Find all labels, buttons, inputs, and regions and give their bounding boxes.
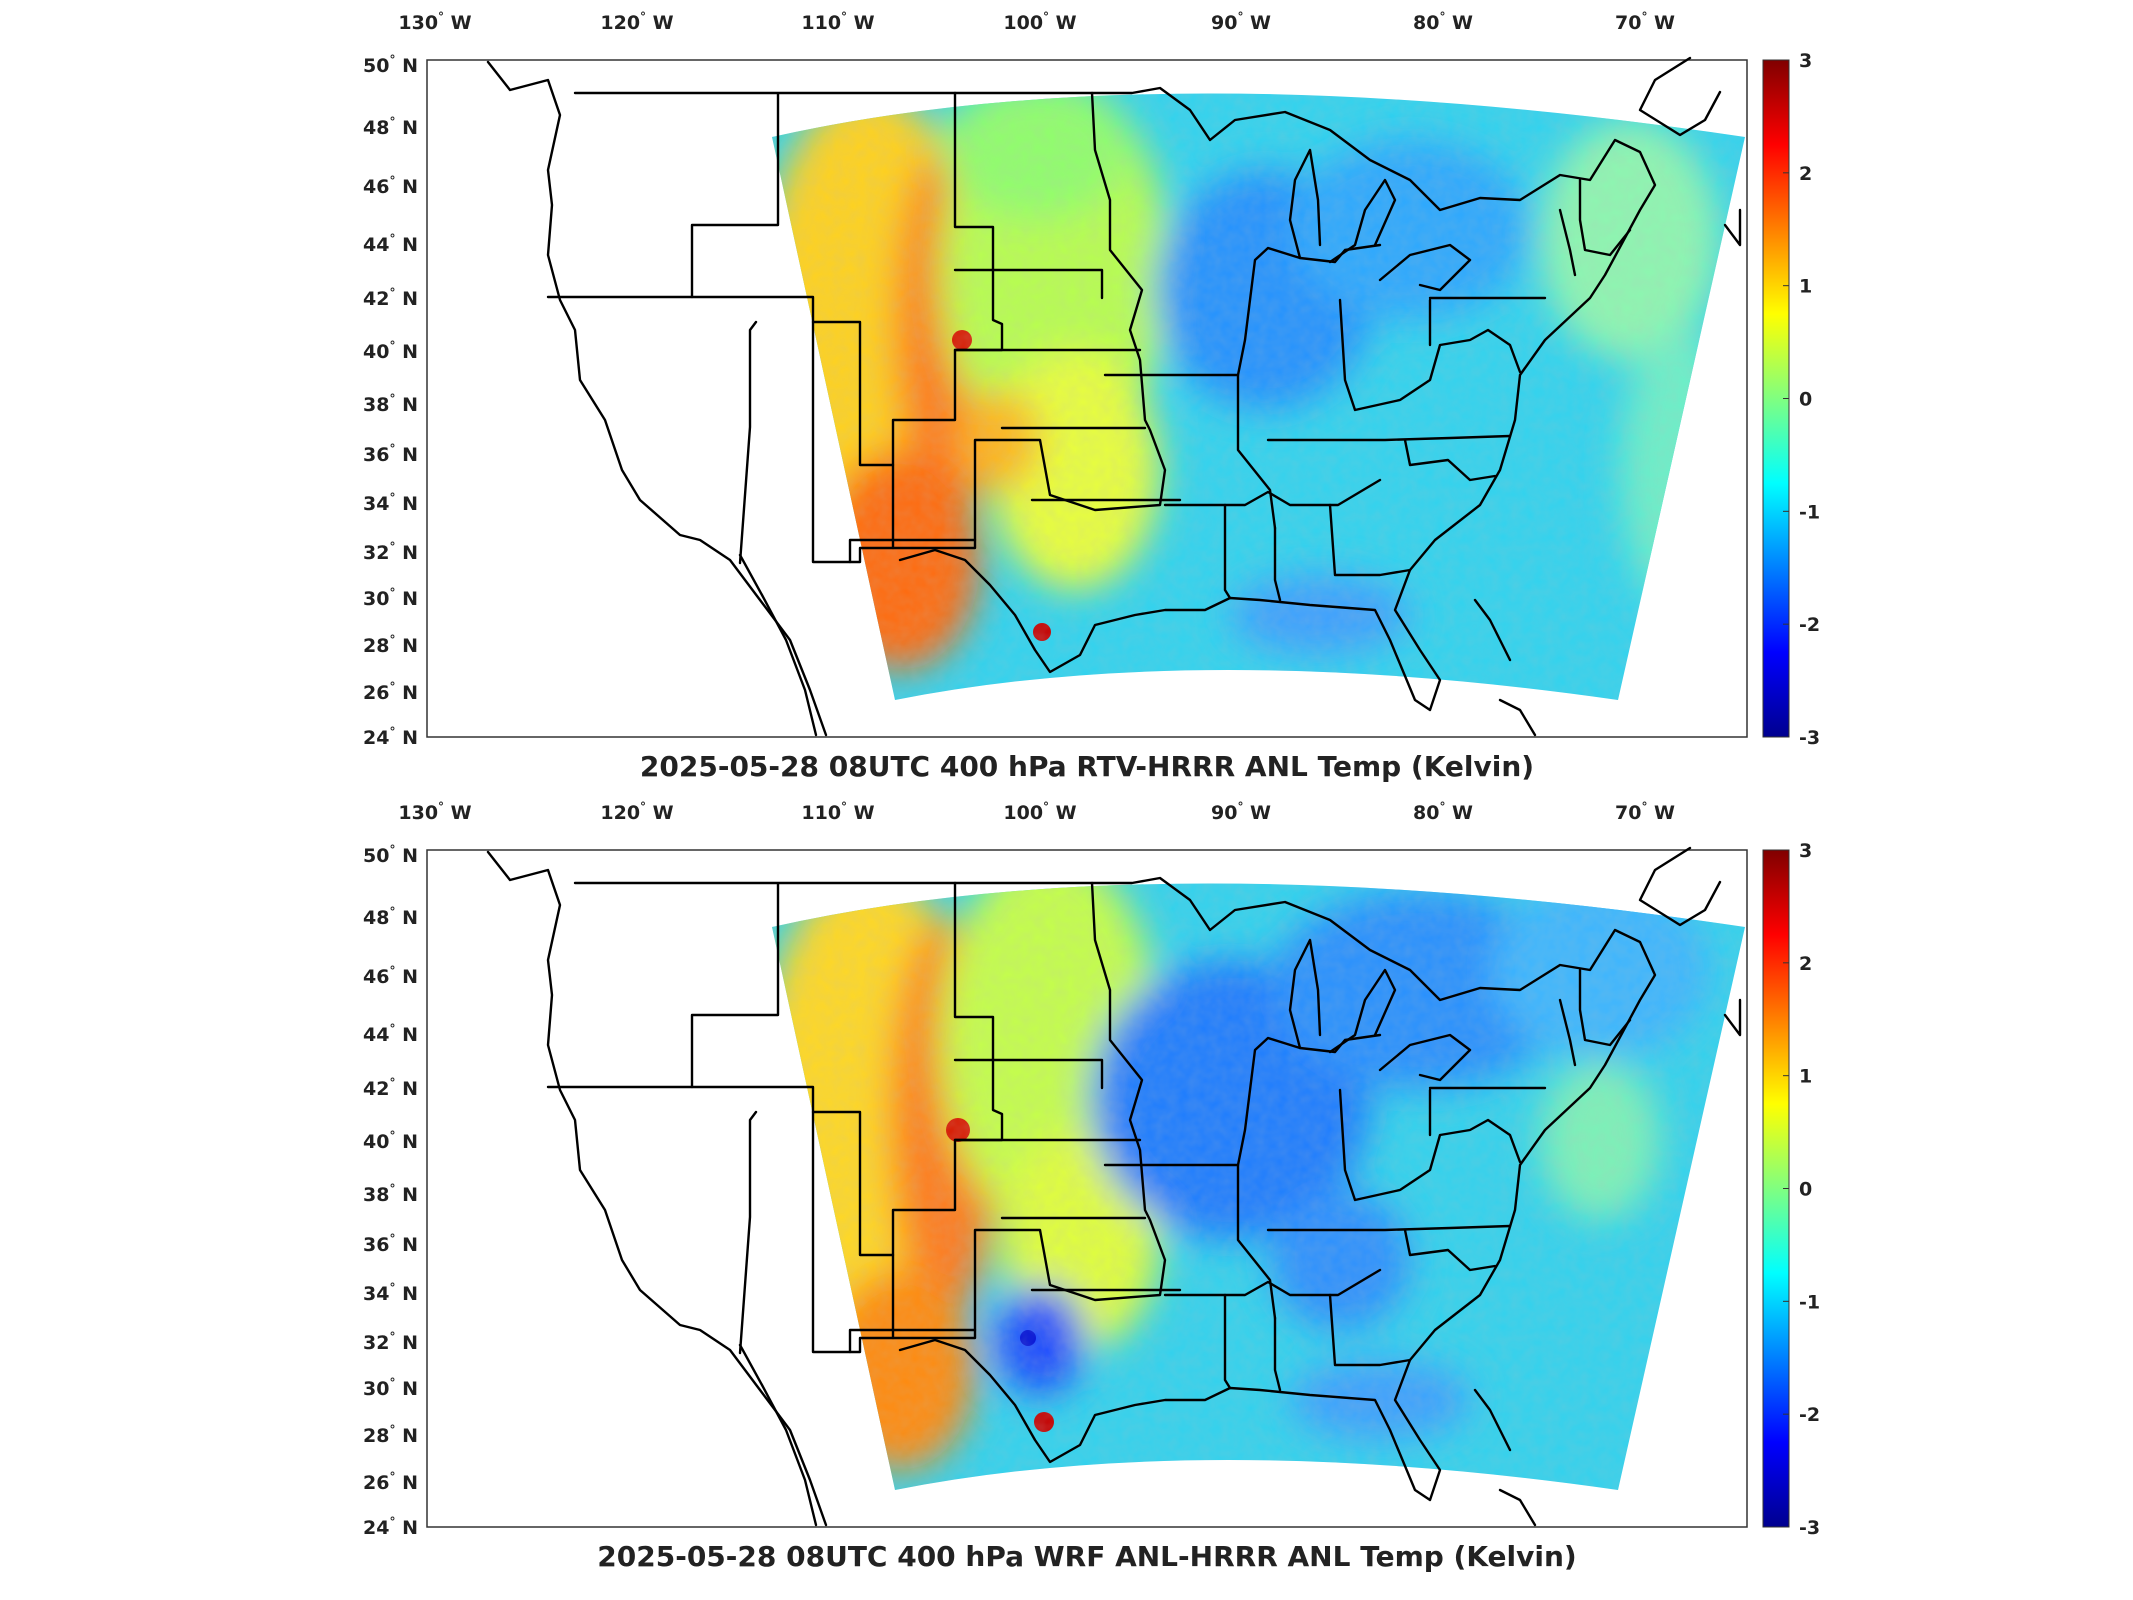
latitude-tick-label: 50° N bbox=[363, 843, 418, 867]
state-borders bbox=[486, 56, 1742, 737]
latitude-tick-label: 42° N bbox=[363, 1076, 418, 1100]
panel-title: 2025-05-28 08UTC 400 hPa WRF ANL-HRRR AN… bbox=[597, 1540, 1576, 1573]
colorbar-tick-label: 0 bbox=[1799, 389, 1812, 411]
colorbar-tick-label: 2 bbox=[1799, 163, 1812, 185]
longitude-tick-label: 80° W bbox=[1413, 10, 1473, 34]
latitude-tick-label: 24° N bbox=[363, 1515, 418, 1539]
latitude-tick-label: 36° N bbox=[363, 442, 418, 466]
colorbar-tick-label: -3 bbox=[1799, 1517, 1820, 1539]
colorbar-tick-label: 3 bbox=[1799, 50, 1812, 72]
latitude-tick-label: 40° N bbox=[363, 339, 418, 363]
longitude-tick-label: 70° W bbox=[1615, 10, 1675, 34]
longitude-tick-label: 110° W bbox=[801, 10, 874, 34]
latitude-tick-label: 42° N bbox=[363, 286, 418, 310]
temperature-difference-field bbox=[772, 883, 1745, 1490]
latitude-tick-label: 28° N bbox=[363, 633, 418, 657]
latitude-tick-label: 26° N bbox=[363, 680, 418, 704]
colorbar-tick-label: 1 bbox=[1799, 276, 1812, 298]
latitude-tick-label: 44° N bbox=[363, 232, 418, 256]
latitude-tick-label: 46° N bbox=[363, 964, 418, 988]
map-frame bbox=[426, 59, 1748, 738]
longitude-tick-label: 90° W bbox=[1211, 10, 1271, 34]
longitude-tick-label: 100° W bbox=[1003, 800, 1076, 824]
state-borders bbox=[486, 846, 1742, 1527]
colorbar-tick-label: 3 bbox=[1799, 840, 1812, 862]
colorbar: 3 2 1 0 -1 -2 -3 bbox=[1762, 840, 1820, 1539]
temperature-difference-field bbox=[772, 93, 1745, 700]
latitude-axis: 50° N 48° N 46° N 44° N 42° N 40° N 38° N 36° N… bbox=[363, 843, 418, 1539]
latitude-tick-label: 30° N bbox=[363, 586, 418, 610]
colorbar: 3 2 1 0 -1 -2 -3 bbox=[1762, 50, 1820, 749]
latitude-tick-label: 46° N bbox=[363, 174, 418, 198]
colorbar-tick-label: -2 bbox=[1799, 614, 1820, 636]
longitude-tick-label: 110° W bbox=[801, 800, 874, 824]
latitude-tick-label: 48° N bbox=[363, 905, 418, 929]
colorbar-tick-label: -3 bbox=[1799, 727, 1820, 749]
wrf-hrrr-panel: 130° W 120° W 110° W 100° W 90° W 80° W 70° W … bbox=[363, 800, 1820, 1573]
latitude-tick-label: 32° N bbox=[363, 1330, 418, 1354]
latitude-tick-label: 38° N bbox=[363, 1182, 418, 1206]
latitude-tick-label: 24° N bbox=[363, 725, 418, 749]
colorbar-tick-label: -1 bbox=[1799, 501, 1820, 523]
latitude-axis: 50° N 48° N 46° N 44° N 42° N 40° N 38° N 36° N… bbox=[363, 53, 418, 749]
latitude-tick-label: 30° N bbox=[363, 1376, 418, 1400]
latitude-tick-label: 32° N bbox=[363, 540, 418, 564]
latitude-tick-label: 40° N bbox=[363, 1129, 418, 1153]
longitude-tick-label: 130° W bbox=[398, 800, 471, 824]
latitude-tick-label: 28° N bbox=[363, 1423, 418, 1447]
latitude-tick-label: 34° N bbox=[363, 1281, 418, 1305]
map-frame bbox=[426, 849, 1748, 1528]
latitude-tick-label: 36° N bbox=[363, 1232, 418, 1256]
colorbar-tick-label: -2 bbox=[1799, 1404, 1820, 1426]
longitude-tick-label: 90° W bbox=[1211, 800, 1271, 824]
panel-title: 2025-05-28 08UTC 400 hPa RTV-HRRR ANL Te… bbox=[640, 750, 1534, 783]
colorbar-tick-label: 1 bbox=[1799, 1066, 1812, 1088]
latitude-tick-label: 50° N bbox=[363, 53, 418, 77]
latitude-tick-label: 34° N bbox=[363, 491, 418, 515]
longitude-axis: 130° W 120° W 110° W 100° W 90° W 80° W 70° W bbox=[398, 10, 1675, 34]
longitude-tick-label: 130° W bbox=[398, 10, 471, 34]
longitude-tick-label: 120° W bbox=[600, 10, 673, 34]
latitude-tick-label: 26° N bbox=[363, 1470, 418, 1494]
latitude-tick-label: 44° N bbox=[363, 1022, 418, 1046]
longitude-tick-label: 80° W bbox=[1413, 800, 1473, 824]
longitude-axis: 130° W 120° W 110° W 100° W 90° W 80° W 70° W bbox=[398, 800, 1675, 824]
colorbar-tick-label: 2 bbox=[1799, 953, 1812, 975]
longitude-tick-label: 70° W bbox=[1615, 800, 1675, 824]
latitude-tick-label: 48° N bbox=[363, 115, 418, 139]
colorbar-tick-label: 0 bbox=[1799, 1179, 1812, 1201]
latitude-tick-label: 38° N bbox=[363, 392, 418, 416]
colorbar-tick-label: -1 bbox=[1799, 1291, 1820, 1313]
longitude-tick-label: 100° W bbox=[1003, 10, 1076, 34]
longitude-tick-label: 120° W bbox=[600, 800, 673, 824]
rtv-hrrr-panel: 130° W 120° W 110° W 100° W 90° W 80° W 70° W … bbox=[363, 10, 1820, 783]
